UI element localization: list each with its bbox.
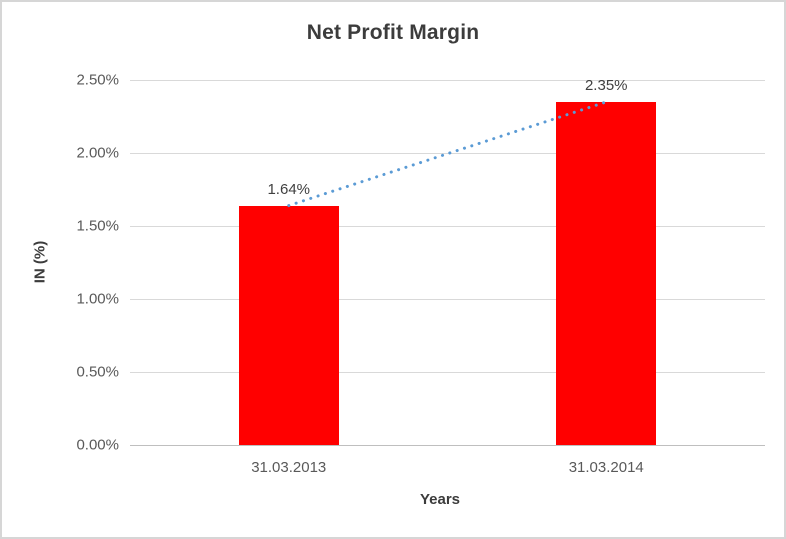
x-axis-tick-label: 31.03.2013 — [251, 459, 327, 476]
gridline — [130, 80, 765, 81]
bar-31.03.2014 — [556, 101, 657, 445]
y-axis-tick-label: 1.00% — [76, 290, 119, 308]
y-axis-tick-label: 2.00% — [76, 144, 119, 162]
gridline — [130, 372, 765, 373]
data-label: 1.64% — [267, 180, 311, 198]
bar-31.03.2013 — [238, 205, 339, 445]
chart-title: Net Profit Margin — [306, 21, 480, 44]
y-axis-tick-label: 1.50% — [76, 217, 119, 235]
x-axis-line — [130, 445, 765, 446]
x-axis-title: Years — [419, 491, 461, 508]
y-axis-tick-label: 2.50% — [76, 71, 119, 89]
x-axis-tick-label: 31.03.2014 — [568, 459, 644, 476]
y-axis-tick-label: 0.50% — [76, 363, 119, 381]
data-label: 2.35% — [584, 76, 628, 94]
gridline — [130, 153, 765, 154]
gridline — [130, 226, 765, 227]
gridline — [130, 299, 765, 300]
y-axis-tick-label: 0.00% — [76, 436, 119, 454]
y-axis-title: IN (%) — [31, 240, 49, 284]
